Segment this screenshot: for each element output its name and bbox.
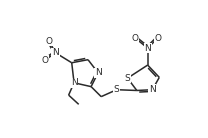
Text: S: S [125,74,130,83]
Text: O: O [41,56,48,65]
Text: N: N [52,48,59,57]
Text: N: N [144,44,151,53]
Text: O: O [46,37,53,46]
Text: O: O [132,34,139,43]
Text: N: N [95,68,102,77]
Text: N: N [149,85,156,94]
Text: S: S [114,85,120,94]
Text: O: O [154,34,161,43]
Text: N: N [71,78,77,87]
